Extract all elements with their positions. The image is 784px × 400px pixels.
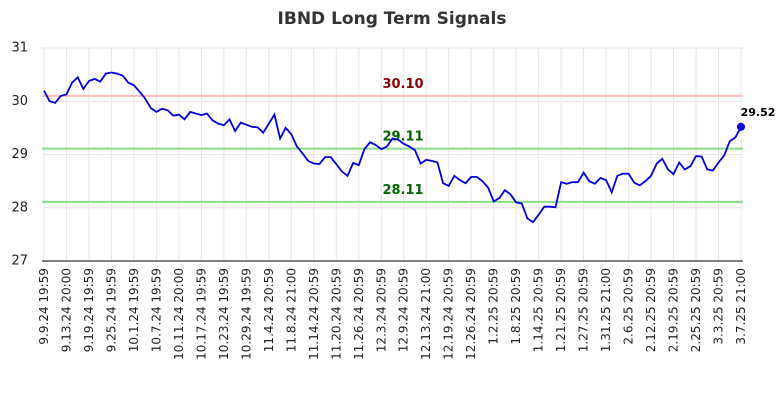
x-tick-label: 9.25.24 19:59 — [104, 268, 118, 352]
reference-label: 28.11 — [382, 183, 423, 198]
x-tick-label: 3.3.25 20:59 — [712, 268, 726, 345]
x-tick-label: 12.9.24 20:59 — [397, 268, 411, 352]
x-tick-label: 10.17.24 19:59 — [194, 268, 208, 360]
x-tick-label: 2.25.25 20:59 — [689, 268, 703, 352]
x-tick-label: 11.8.24 21:00 — [284, 268, 298, 352]
x-tick-label: 12.19.24 20:59 — [442, 268, 456, 360]
x-tick-label: 11.26.24 20:59 — [352, 268, 366, 360]
x-tick-label: 10.1.24 19:59 — [127, 268, 141, 352]
x-tick-label: 9.9.24 19:59 — [37, 268, 51, 345]
x-tick-label: 1.8.25 20:59 — [509, 268, 523, 345]
x-tick-label: 12.13.24 21:00 — [419, 268, 433, 360]
x-tick-label: 1.14.25 20:59 — [532, 268, 546, 352]
x-tick-label: 10.7.24 19:59 — [149, 268, 163, 352]
x-tick-label: 10.23.24 19:59 — [217, 268, 231, 360]
reference-label: 30.10 — [382, 77, 423, 92]
y-tick-label: 30 — [11, 94, 28, 109]
x-tick-label: 9.13.24 20:00 — [59, 268, 73, 352]
last-value-label: 29.52 — [741, 106, 776, 119]
x-tick-label: 11.4.24 20:59 — [262, 268, 276, 352]
x-tick-label: 12.3.24 20:59 — [374, 268, 388, 352]
x-tick-label: 10.11.24 20:00 — [172, 268, 186, 360]
x-tick-label: 12.26.24 20:59 — [464, 268, 478, 360]
x-tick-label: 2.19.25 20:59 — [667, 268, 681, 352]
x-tick-label: 11.14.24 20:59 — [307, 268, 321, 360]
y-tick-label: 29 — [11, 147, 28, 162]
last-point — [737, 122, 745, 131]
y-tick-label: 27 — [11, 254, 28, 269]
x-tick-label: 2.12.25 20:59 — [644, 268, 658, 352]
y-tick-label: 28 — [11, 200, 28, 215]
x-tick-label: 9.19.24 19:59 — [82, 268, 96, 352]
x-tick-label: 1.31.25 21:00 — [599, 268, 613, 352]
price-line — [43, 71, 742, 224]
x-tick-label: 10.29.24 19:59 — [239, 268, 253, 360]
x-tick-label: 2.6.25 20:59 — [622, 268, 636, 345]
y-tick-label: 31 — [11, 41, 28, 56]
x-tick-label: 3.7.25 21:00 — [734, 268, 748, 345]
x-tick-label: 1.2.25 20:59 — [487, 268, 501, 345]
x-tick-label: 1.21.25 20:59 — [554, 268, 568, 352]
reference-label: 29.11 — [382, 130, 423, 145]
chart-title: IBND Long Term Signals — [278, 9, 507, 29]
x-tick-label: 1.27.25 20:59 — [577, 268, 591, 352]
x-tick-label: 11.20.24 20:59 — [329, 268, 343, 360]
